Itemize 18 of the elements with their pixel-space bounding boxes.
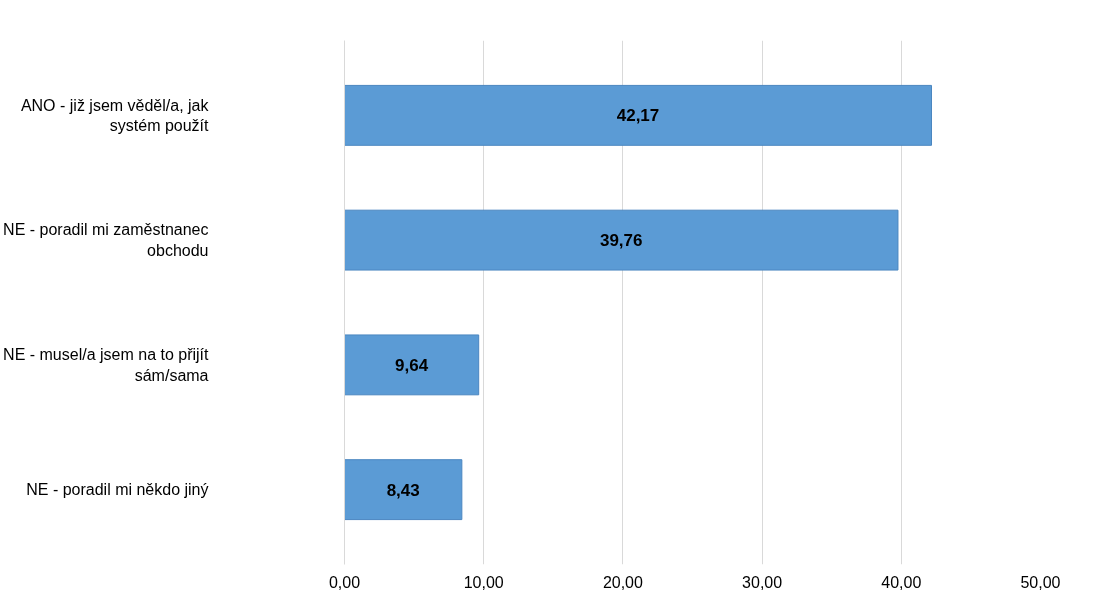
bar (344, 84, 933, 146)
bar (344, 209, 899, 271)
y-tick-label: NE - musel/a jsem na to přijít sám/sama (3, 346, 210, 384)
x-tick-label: 0,00 (328, 573, 361, 591)
x-tick-label: 30,00 (742, 573, 783, 591)
x-tick-label: 10,00 (463, 573, 504, 591)
x-tick-label: 50,00 (1020, 573, 1061, 591)
y-tick-label: NE - poradil mi někdo jiný (26, 481, 209, 499)
y-tick-label: NE - poradil mi zaměstnanec obchodu (3, 221, 209, 259)
data-label: 8,43 (386, 480, 420, 500)
bar (344, 459, 463, 521)
data-label: 39,76 (599, 231, 643, 251)
bar (344, 334, 480, 396)
x-tick-label: 40,00 (881, 573, 922, 591)
y-tick-label: ANO - již jsem věděl/a, jak systém použít (20, 96, 210, 135)
data-label: 42,17 (616, 106, 660, 126)
x-tick-label: 20,00 (602, 573, 644, 591)
data-label: 9,64 (395, 355, 429, 375)
